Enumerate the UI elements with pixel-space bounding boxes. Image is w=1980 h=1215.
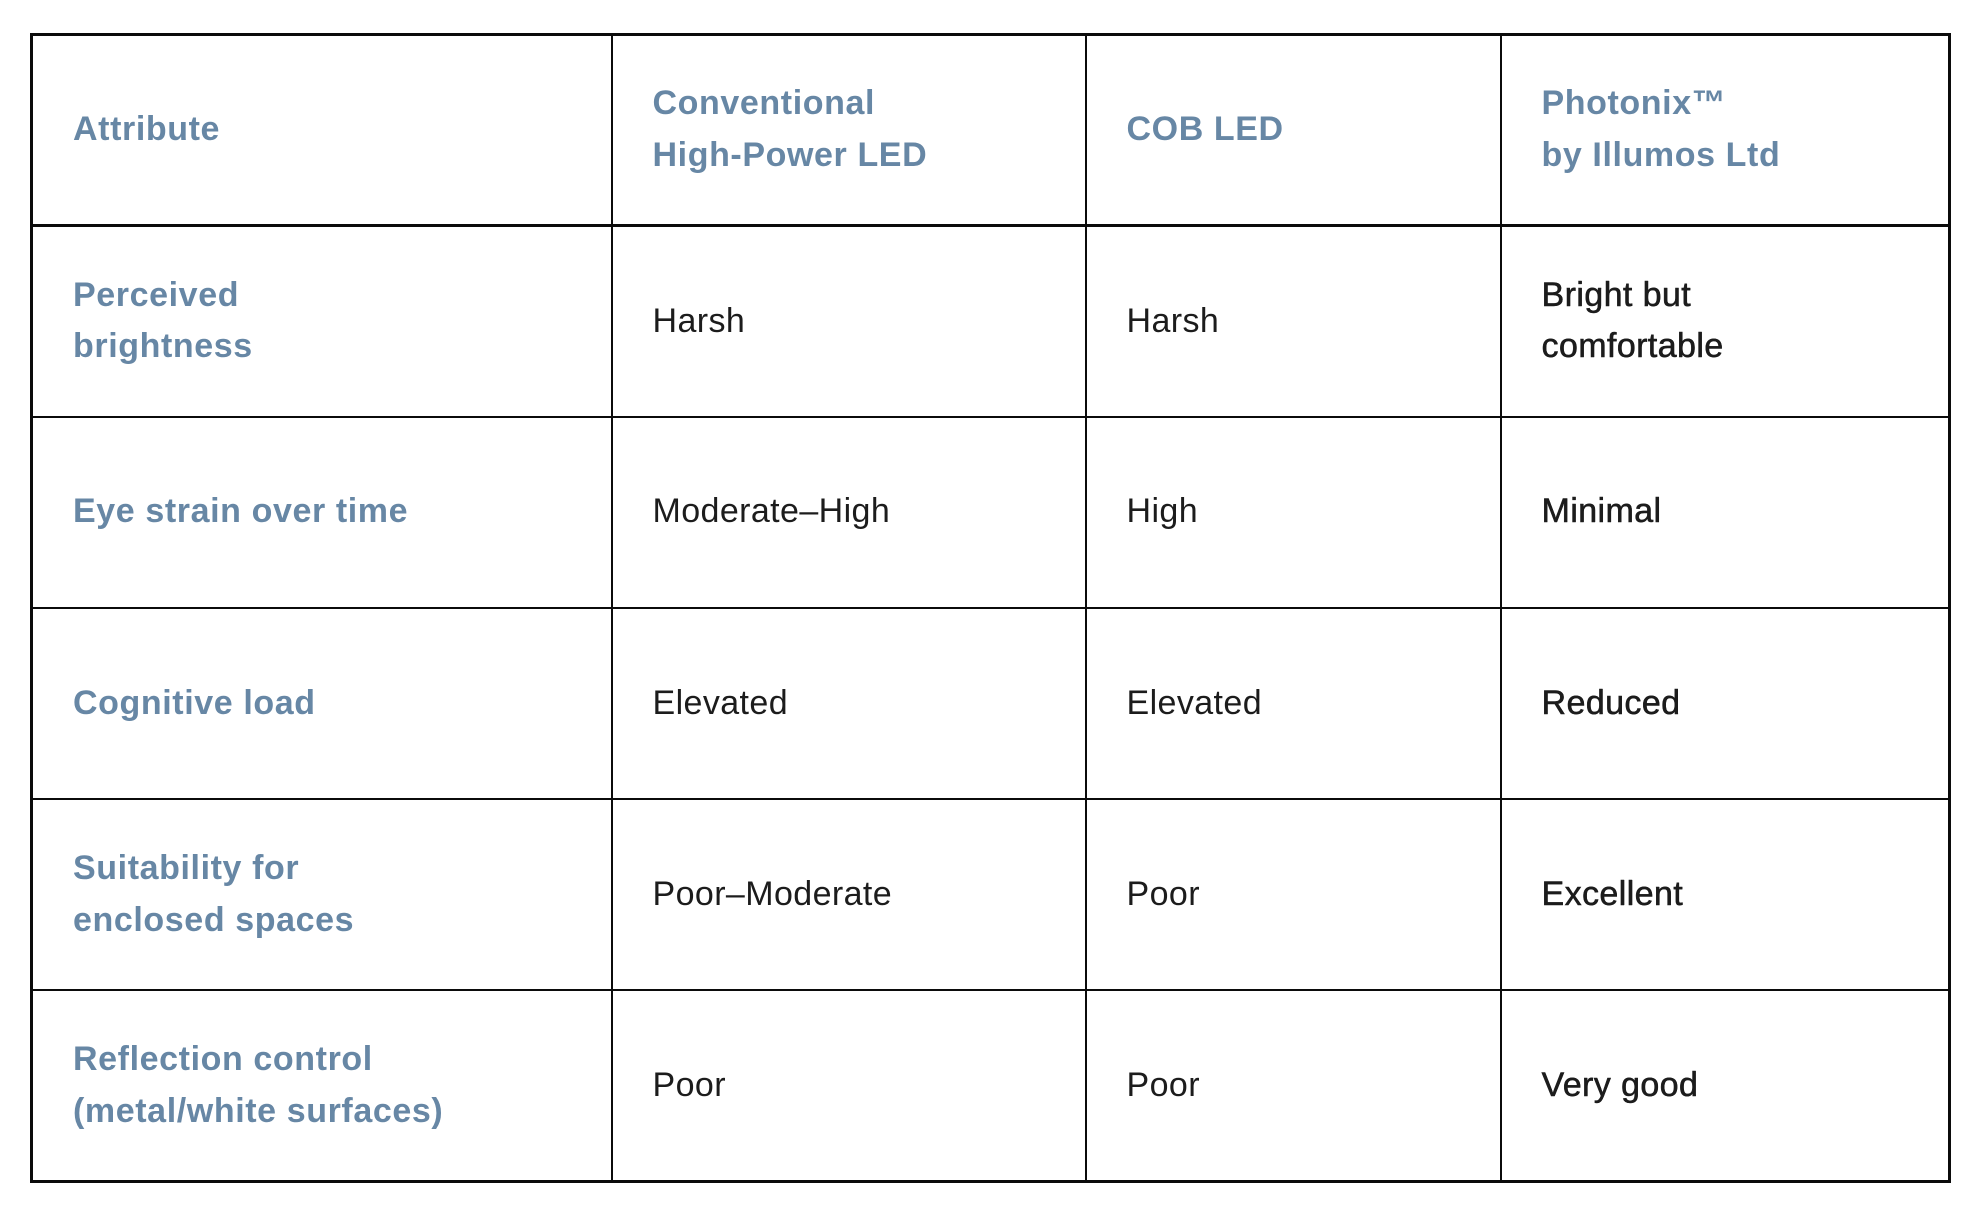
value-cell: High: [1084, 415, 1502, 609]
value-cell-photonix: Reduced: [1499, 606, 1951, 801]
attribute-cell: Reflection control (metal/white surfaces…: [30, 989, 613, 1183]
header-cell-cob-led: COB LED: [1084, 33, 1502, 227]
table-row-cognitive-load: Cognitive load Elevated Elevated Reduced: [30, 606, 1951, 801]
value-cell: Poor: [1084, 989, 1502, 1183]
attribute-cell: Perceived brightness: [30, 224, 613, 418]
value-cell-photonix: Minimal: [1499, 415, 1951, 609]
value-cell: Harsh: [610, 224, 1087, 418]
header-row: Attribute Conventional High-Power LED CO…: [30, 33, 1951, 227]
table-row-enclosed-spaces: Suitability for enclosed spaces Poor–Mod…: [30, 798, 1951, 992]
value-cell-photonix: Very good: [1499, 989, 1951, 1183]
comparison-table: Attribute Conventional High-Power LED CO…: [30, 33, 1951, 1183]
attribute-cell: Cognitive load: [30, 606, 613, 801]
value-cell: Elevated: [1084, 606, 1502, 801]
value-cell: Poor–Moderate: [610, 798, 1087, 992]
attribute-cell: Eye strain over time: [30, 415, 613, 609]
header-cell-attribute: Attribute: [30, 33, 613, 227]
value-cell: Poor: [1084, 798, 1502, 992]
header-cell-conventional-high-power-led: Conventional High-Power LED: [610, 33, 1087, 227]
value-cell: Moderate–High: [610, 415, 1087, 609]
value-cell: Elevated: [610, 606, 1087, 801]
attribute-cell: Suitability for enclosed spaces: [30, 798, 613, 992]
value-cell: Harsh: [1084, 224, 1502, 418]
table-row-perceived-brightness: Perceived brightness Harsh Harsh Bright …: [30, 224, 1951, 418]
value-cell-photonix: Bright but comfortable: [1499, 224, 1951, 418]
header-cell-photonix: Photonix™ by Illumos Ltd: [1499, 33, 1951, 227]
value-cell-photonix: Excellent: [1499, 798, 1951, 992]
value-cell: Poor: [610, 989, 1087, 1183]
table-row-reflection-control: Reflection control (metal/white surfaces…: [30, 989, 1951, 1183]
table-row-eye-strain: Eye strain over time Moderate–High High …: [30, 415, 1951, 609]
